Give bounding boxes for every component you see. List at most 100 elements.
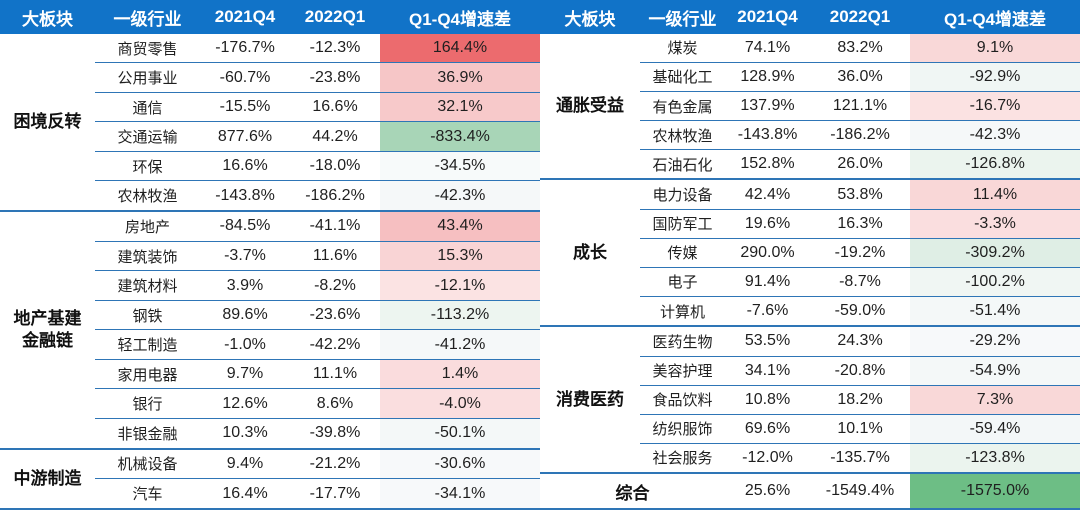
- value-cell-q4_2021: 53.5%: [725, 326, 810, 357]
- diff-cell: 11.4%: [910, 179, 1080, 210]
- industry-cell: 轻工制造: [95, 329, 200, 360]
- value-cell-q1_2022: -8.2%: [290, 270, 380, 301]
- diff-cell: -309.2%: [910, 238, 1080, 268]
- industry-cell: 建筑材料: [95, 270, 200, 301]
- industry-cell: 非银金融: [95, 418, 200, 450]
- table-row: 建筑材料 3.9% -8.2% -12.1%: [0, 270, 540, 301]
- value-cell-q1_2022: -19.2%: [810, 238, 910, 268]
- diff-cell: 15.3%: [380, 241, 540, 272]
- value-cell-q1_2022: 83.2%: [810, 34, 910, 63]
- table-row: 计算机 -7.6% -59.0% -51.4%: [540, 296, 1080, 328]
- industry-cell: 食品饮料: [640, 385, 725, 415]
- value-cell-q1_2022: 26.0%: [810, 149, 910, 181]
- table-row: 环保 16.6% -18.0% -34.5%: [0, 151, 540, 182]
- column-header: 2022Q1: [810, 0, 910, 34]
- table-row: 美容护理 34.1% -20.8% -54.9%: [540, 356, 1080, 386]
- value-cell-q1_2022: 121.1%: [810, 91, 910, 122]
- industry-cell: 煤炭: [640, 34, 725, 63]
- industry-cell: 农林牧渔: [95, 180, 200, 213]
- table-row: 困境反转 商贸零售 -176.7% -12.3% 164.4%: [0, 34, 540, 213]
- header-row: 大板块 一级行业 2021Q4 2022Q1 Q1-Q4增速差: [0, 0, 540, 34]
- value-cell-q1_2022: 11.6%: [290, 241, 380, 272]
- value-cell-q1_2022: -42.2%: [290, 329, 380, 360]
- table-row: 消费医药 医药生物 53.5% 24.3% -29.2%: [540, 326, 1080, 475]
- industry-cell: 银行: [95, 388, 200, 419]
- value-cell-q4_2021: 16.4%: [200, 478, 290, 510]
- value-cell-q1_2022: 16.3%: [810, 209, 910, 239]
- sector-group-label: 成长: [540, 179, 640, 328]
- diff-cell: 164.4%: [380, 34, 540, 64]
- table-row: 钢铁 89.6% -23.6% -113.2%: [0, 300, 540, 331]
- diff-cell: -30.6%: [380, 448, 540, 480]
- industry-cell: 电力设备: [640, 179, 725, 210]
- diff-cell: -34.1%: [380, 478, 540, 510]
- value-cell-q4_2021: -143.8%: [200, 180, 290, 213]
- value-cell-q4_2021: -3.7%: [200, 241, 290, 272]
- table-row: 银行 12.6% 8.6% -4.0%: [0, 388, 540, 419]
- diff-cell: 36.9%: [380, 62, 540, 93]
- industry-cell: 房地产: [95, 211, 200, 242]
- table-row: 石油石化 152.8% 26.0% -126.8%: [540, 149, 1080, 181]
- table-row: 建筑装饰 -3.7% 11.6% 15.3%: [0, 241, 540, 272]
- sector-group-label: 通胀受益: [540, 34, 640, 181]
- industry-cell: 汽车: [95, 478, 200, 510]
- industry-cell: 环保: [95, 151, 200, 182]
- sector-group-label: 困境反转: [0, 34, 95, 213]
- value-cell-q4_2021: -12.0%: [725, 443, 810, 475]
- value-cell-q4_2021: 290.0%: [725, 238, 810, 268]
- value-cell-q4_2021: 74.1%: [725, 34, 810, 63]
- table-row: 国防军工 19.6% 16.3% -3.3%: [540, 209, 1080, 239]
- value-cell-q4_2021: -60.7%: [200, 62, 290, 93]
- value-cell-q1_2022: -135.7%: [810, 443, 910, 475]
- industry-cell: 家用电器: [95, 359, 200, 390]
- diff-cell: -833.4%: [380, 121, 540, 152]
- column-header: 一级行业: [95, 0, 200, 34]
- value-cell-q1_2022: 8.6%: [290, 388, 380, 419]
- value-cell-q1_2022: -17.7%: [290, 478, 380, 510]
- industry-cell: 社会服务: [640, 443, 725, 475]
- diff-cell: -34.5%: [380, 151, 540, 182]
- industry-cell: 传媒: [640, 238, 725, 268]
- industry-cell: 电子: [640, 267, 725, 298]
- value-cell-q1_2022: -59.0%: [810, 296, 910, 328]
- diff-cell: -59.4%: [910, 414, 1080, 444]
- industry-cell: 交通运输: [95, 121, 200, 152]
- value-cell-q1_2022: 44.2%: [290, 121, 380, 152]
- value-cell-q4_2021: -15.5%: [200, 92, 290, 123]
- table-row: 农林牧渔 -143.8% -186.2% -42.3%: [540, 120, 1080, 151]
- value-cell-q4_2021: 152.8%: [725, 149, 810, 181]
- header-row: 大板块 一级行业 2021Q4 2022Q1 Q1-Q4增速差: [540, 0, 1080, 34]
- diff-cell: -29.2%: [910, 326, 1080, 357]
- diff-cell: -12.1%: [380, 270, 540, 301]
- value-cell-q1_2022: 10.1%: [810, 414, 910, 444]
- value-cell-q4_2021: 877.6%: [200, 121, 290, 152]
- table-row: 轻工制造 -1.0% -42.2% -41.2%: [0, 329, 540, 360]
- value-cell-q1_2022: -1549.4%: [810, 473, 910, 510]
- table-row: 交通运输 877.6% 44.2% -833.4%: [0, 121, 540, 152]
- column-header: 2021Q4: [725, 0, 810, 34]
- table-row: 通信 -15.5% 16.6% 32.1%: [0, 92, 540, 123]
- diff-cell: -4.0%: [380, 388, 540, 419]
- table-row: 电子 91.4% -8.7% -100.2%: [540, 267, 1080, 298]
- industry-cell: 钢铁: [95, 300, 200, 331]
- value-cell-q1_2022: -186.2%: [290, 180, 380, 213]
- sector-group-label: 中游制造: [0, 448, 95, 510]
- diff-cell: -16.7%: [910, 91, 1080, 122]
- value-cell-q4_2021: 3.9%: [200, 270, 290, 301]
- diff-cell: -41.2%: [380, 329, 540, 360]
- industry-cell: 公用事业: [95, 62, 200, 93]
- table-row: 基础化工 128.9% 36.0% -92.9%: [540, 62, 1080, 93]
- value-cell-q1_2022: 24.3%: [810, 326, 910, 357]
- table-row: 汽车 16.4% -17.7% -34.1%: [0, 478, 540, 510]
- value-cell-q1_2022: -23.8%: [290, 62, 380, 93]
- value-cell-q1_2022: -186.2%: [810, 120, 910, 151]
- column-header: 一级行业: [640, 0, 725, 34]
- diff-cell: -126.8%: [910, 149, 1080, 181]
- value-cell-q4_2021: 91.4%: [725, 267, 810, 298]
- industry-cell: 国防军工: [640, 209, 725, 239]
- value-cell-q4_2021: 128.9%: [725, 62, 810, 93]
- value-cell-q4_2021: 19.6%: [725, 209, 810, 239]
- value-cell-q4_2021: 34.1%: [725, 356, 810, 386]
- value-cell-q1_2022: -39.8%: [290, 418, 380, 450]
- value-cell-q4_2021: 69.6%: [725, 414, 810, 444]
